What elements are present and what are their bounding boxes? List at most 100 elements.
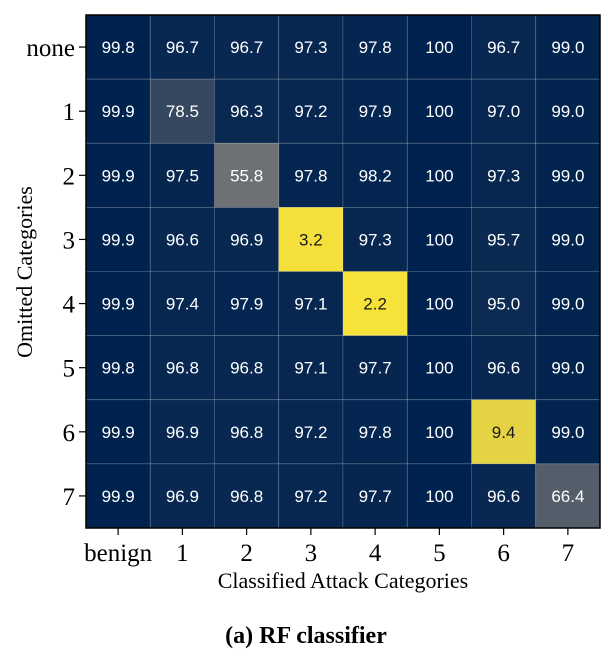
heatmap-cell: [149, 14, 215, 80]
heatmap-cell: [406, 399, 472, 465]
cell-value-label: 96.8: [230, 359, 263, 378]
cell-value-label: 96.8: [230, 423, 263, 442]
y-tick-label: 4: [63, 292, 76, 319]
cell-value-label: 100: [425, 38, 453, 57]
cell-value-label: 100: [425, 102, 453, 121]
heatmap-cell: [342, 142, 408, 208]
heatmap-cell: [342, 14, 408, 80]
cell-value-label: 100: [425, 359, 453, 378]
heatmap-cell: [406, 78, 472, 144]
cell-value-label: 3.2: [299, 230, 323, 249]
cell-value-label: 97.2: [294, 102, 327, 121]
cell-value-label: 97.2: [294, 487, 327, 506]
cell-value-label: 97.3: [294, 38, 327, 57]
heatmap-cell: [149, 78, 215, 144]
heatmap-cell: [214, 335, 280, 401]
cell-value-label: 100: [425, 295, 453, 314]
cell-value-label: 99.8: [102, 359, 135, 378]
heatmap-cell: [471, 142, 537, 208]
cell-value-label: 97.7: [359, 487, 392, 506]
y-tick-label: 1: [63, 99, 76, 126]
heatmap-cell: [471, 206, 537, 272]
y-tick-label: 5: [63, 356, 76, 383]
cell-value-label: 99.8: [102, 38, 135, 57]
cell-value-label: 99.0: [551, 166, 584, 185]
heatmap-cell: [278, 14, 344, 80]
heatmap-cell: [535, 14, 601, 80]
cell-value-label: 100: [425, 487, 453, 506]
y-tick-label: none: [26, 35, 75, 62]
cell-value-label: 99.9: [102, 423, 135, 442]
x-tick-label: 6: [497, 540, 510, 567]
y-tick-label: 6: [63, 420, 76, 447]
heatmap-cell: [342, 335, 408, 401]
heatmap-cell: [278, 271, 344, 337]
y-axis-title: Omitted Categories: [12, 186, 37, 358]
heatmap-cell: [535, 463, 601, 529]
heatmap-cell: [214, 271, 280, 337]
heatmap-cell: [406, 142, 472, 208]
x-tick-label: benign: [84, 540, 153, 567]
cell-value-label: 96.8: [166, 359, 199, 378]
y-axis-ticks: none 1 2 3 4 5 6 7: [26, 35, 86, 511]
plot-frame: [85, 14, 601, 529]
heatmap-cell: [342, 78, 408, 144]
heatmap-cell: [85, 142, 151, 208]
cell-value-label: 97.1: [294, 295, 327, 314]
cell-value-label: 55.8: [230, 166, 263, 185]
cell-value-label: 99.9: [102, 102, 135, 121]
cell-value-label: 96.6: [166, 230, 199, 249]
heatmap-cell: [214, 142, 280, 208]
heatmap-cell: [406, 271, 472, 337]
heatmap-cell: [214, 399, 280, 465]
cell-value-label: 97.9: [359, 102, 392, 121]
cell-value-label: 97.2: [294, 423, 327, 442]
cell-value-label: 99.0: [551, 295, 584, 314]
heatmap-cell: [471, 399, 537, 465]
cell-value-label: 78.5: [166, 102, 199, 121]
cell-value-label: 99.9: [102, 295, 135, 314]
cell-value-label: 96.7: [230, 38, 263, 57]
cell-value-label: 97.5: [166, 166, 199, 185]
cell-value-label: 96.6: [487, 359, 520, 378]
y-tick-label: 2: [63, 163, 76, 190]
cell-value-label: 96.9: [166, 487, 199, 506]
cell-value-label: 96.7: [166, 38, 199, 57]
heatmap-cells: [85, 14, 601, 529]
cell-value-label: 100: [425, 423, 453, 442]
cell-value-label: 97.8: [359, 423, 392, 442]
heatmap-cell: [278, 78, 344, 144]
heatmap-cell: [535, 78, 601, 144]
x-axis-title: Classified Attack Categories: [218, 568, 469, 593]
heatmap-cell: [278, 142, 344, 208]
cell-value-label: 96.8: [230, 487, 263, 506]
cell-value-label: 97.3: [487, 166, 520, 185]
cell-value-label: 99.9: [102, 487, 135, 506]
heatmap-cell: [85, 206, 151, 272]
cell-value-label: 99.9: [102, 166, 135, 185]
cell-value-label: 97.4: [166, 295, 199, 314]
heatmap-cell: [85, 14, 151, 80]
heatmap-cell: [214, 463, 280, 529]
cell-value-label: 97.3: [359, 230, 392, 249]
x-tick-label: 7: [562, 540, 575, 567]
cell-value-label: 97.7: [359, 359, 392, 378]
x-axis-ticks: benign 1 2 3 4 5 6 7: [84, 528, 574, 567]
heatmap-cell: [149, 399, 215, 465]
cell-value-label: 99.0: [551, 359, 584, 378]
heatmap-cell: [214, 206, 280, 272]
heatmap-cell: [471, 271, 537, 337]
cell-value-label: 95.7: [487, 230, 520, 249]
cell-value-label: 66.4: [551, 487, 584, 506]
heatmap-cell: [342, 463, 408, 529]
heatmap-cell: [471, 335, 537, 401]
cell-value-label: 99.0: [551, 38, 584, 57]
heatmap-cell: [342, 271, 408, 337]
heatmap-cell: [342, 206, 408, 272]
heatmap-cell-labels: 99.8 96.7 96.7 97.3 97.8 100 96.7 99.0 99.9 78.5 9…: [102, 38, 585, 506]
heatmap-cell: [342, 399, 408, 465]
x-tick-label: 4: [369, 540, 382, 567]
cell-value-label: 97.0: [487, 102, 520, 121]
heatmap-cell: [535, 399, 601, 465]
heatmap-cell: [406, 14, 472, 80]
